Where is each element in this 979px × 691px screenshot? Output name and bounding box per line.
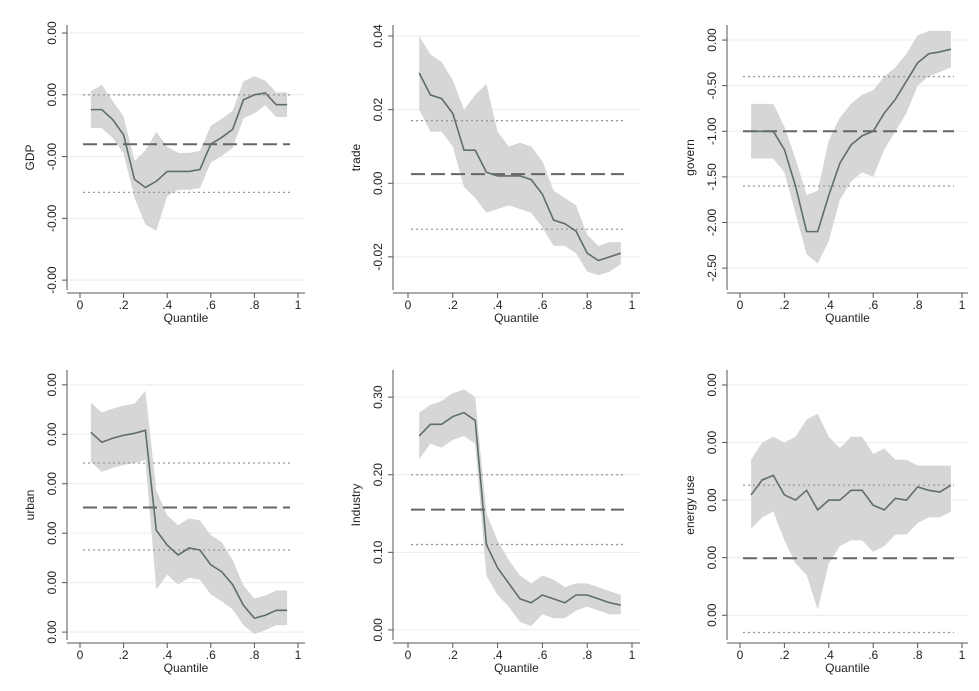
y-axis-label: govern xyxy=(683,139,697,176)
y-tick-label: 0.00 xyxy=(371,618,385,642)
y-tick-label: 0.00 xyxy=(45,21,59,45)
y-tick-label: 0.00 xyxy=(705,373,719,397)
quantile-line xyxy=(418,411,621,606)
x-tick-label: .2 xyxy=(779,298,789,312)
y-tick-label: -0.00 xyxy=(45,143,59,171)
quantile-line xyxy=(751,48,952,233)
x-tick-label: .8 xyxy=(913,298,923,312)
x-axis-label: Quantile xyxy=(164,311,209,325)
y-tick-label: 0.04 xyxy=(371,24,385,48)
x-tick-label: .6 xyxy=(206,648,216,662)
x-tick-label: .2 xyxy=(448,298,458,312)
confidence-band xyxy=(90,390,288,635)
y-tick-label: 0.00 xyxy=(705,603,719,627)
x-axis-label: Quantile xyxy=(494,661,539,675)
x-tick-label: .2 xyxy=(119,648,129,662)
x-tick-label: .8 xyxy=(582,298,592,312)
quantile-line xyxy=(418,72,622,262)
y-tick-label: 0.00 xyxy=(45,620,59,644)
y-tick-label: -1.00 xyxy=(705,117,719,145)
y-tick-label: -0.02 xyxy=(371,243,385,271)
y-tick-label: 0.00 xyxy=(705,28,719,52)
y-tick-label: 0.00 xyxy=(371,171,385,195)
y-tick-label: 0.00 xyxy=(705,431,719,455)
confidence-band xyxy=(751,413,951,610)
x-tick-label: .6 xyxy=(206,298,216,312)
y-tick-label: -2.00 xyxy=(705,208,719,236)
x-tick-label: .8 xyxy=(249,298,259,312)
x-axis-label: Quantile xyxy=(825,311,870,325)
x-tick-label: .8 xyxy=(582,648,592,662)
y-tick-label: 0.00 xyxy=(705,488,719,512)
x-tick-label: 1 xyxy=(629,648,636,662)
x-tick-label: .4 xyxy=(824,648,834,662)
x-tick-label: .8 xyxy=(913,648,923,662)
y-axis-label: trade xyxy=(349,144,363,172)
x-tick-label: .4 xyxy=(824,298,834,312)
x-tick-label: 1 xyxy=(295,298,302,312)
x-tick-label: .2 xyxy=(119,298,129,312)
confidence-band xyxy=(419,36,621,276)
y-axis-label: energy use xyxy=(683,475,697,535)
y-tick-label: 0.00 xyxy=(45,571,59,595)
y-tick-label: 0.00 xyxy=(705,546,719,570)
y-tick-label: 0.00 xyxy=(45,422,59,446)
x-tick-label: .6 xyxy=(537,648,547,662)
x-tick-label: .6 xyxy=(868,648,878,662)
y-tick-label: -0.00 xyxy=(45,204,59,232)
x-tick-label: 0 xyxy=(737,648,744,662)
y-tick-label: -2.50 xyxy=(705,254,719,282)
y-axis-label: urban xyxy=(23,490,37,521)
y-tick-label: -0.50 xyxy=(705,72,719,100)
y-tick-label: 0.30 xyxy=(371,385,385,409)
x-tick-label: 0 xyxy=(77,298,84,312)
confidence-band xyxy=(419,389,621,627)
x-tick-label: 1 xyxy=(295,648,302,662)
x-tick-label: .4 xyxy=(162,298,172,312)
quantile-line xyxy=(90,92,288,189)
y-axis-label: GDP xyxy=(23,144,37,170)
y-axis-label: Industry xyxy=(349,484,363,527)
x-tick-label: 1 xyxy=(629,298,636,312)
y-tick-label: 0.20 xyxy=(371,463,385,487)
x-tick-label: .2 xyxy=(779,648,789,662)
x-axis-label: Quantile xyxy=(164,661,209,675)
x-tick-label: .4 xyxy=(493,298,503,312)
x-tick-label: .6 xyxy=(537,298,547,312)
x-tick-label: 0 xyxy=(405,298,412,312)
quantile-line xyxy=(90,429,288,620)
x-axis-label: Quantile xyxy=(825,661,870,675)
x-tick-label: 0 xyxy=(77,648,84,662)
quantile-line xyxy=(750,474,952,512)
y-tick-label: 0.00 xyxy=(45,472,59,496)
x-tick-label: 1 xyxy=(959,648,966,662)
x-tick-label: .2 xyxy=(448,648,458,662)
y-tick-label: 0.10 xyxy=(371,540,385,564)
y-tick-label: -0.00 xyxy=(45,266,59,294)
y-tick-label: 0.00 xyxy=(45,373,59,397)
x-tick-label: .6 xyxy=(868,298,878,312)
y-tick-label: 0.00 xyxy=(45,521,59,545)
x-tick-label: 0 xyxy=(405,648,412,662)
x-tick-label: .4 xyxy=(493,648,503,662)
x-tick-label: 1 xyxy=(959,298,966,312)
y-tick-label: -1.50 xyxy=(705,163,719,191)
x-tick-label: 0 xyxy=(737,298,744,312)
x-axis-label: Quantile xyxy=(494,311,539,325)
x-tick-label: .4 xyxy=(162,648,172,662)
y-tick-label: 0.00 xyxy=(45,83,59,107)
x-tick-label: .8 xyxy=(249,648,259,662)
y-tick-label: 0.02 xyxy=(371,98,385,122)
